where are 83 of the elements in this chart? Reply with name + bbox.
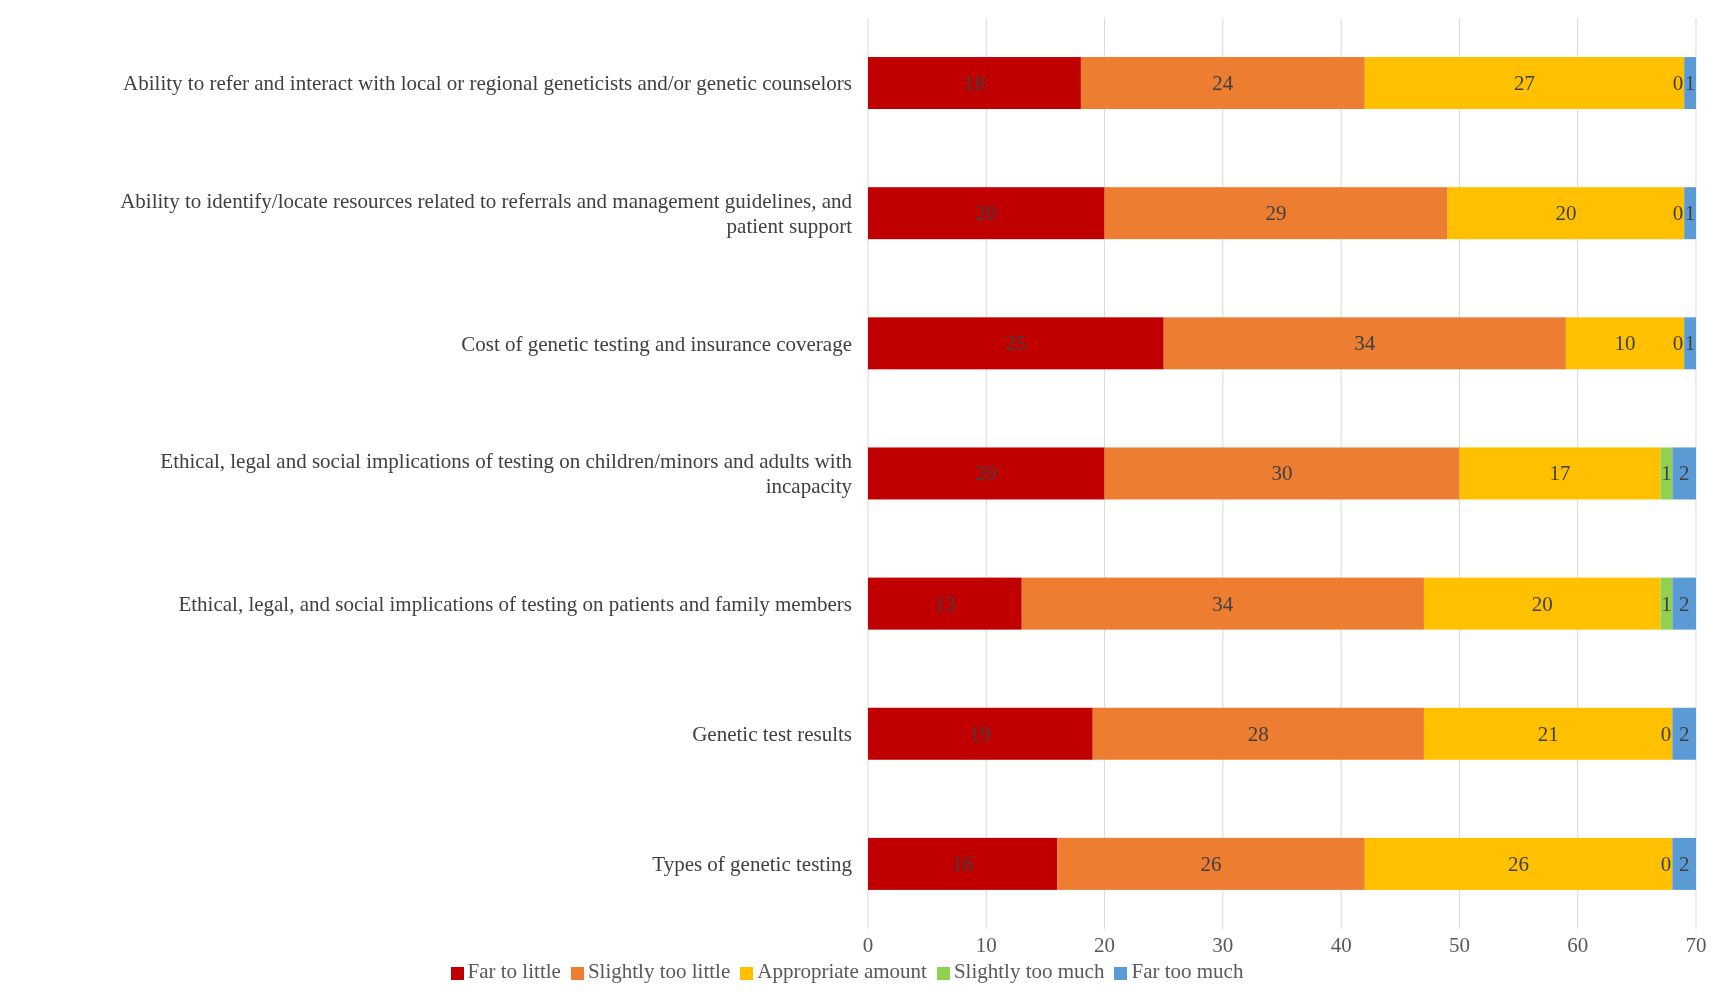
bar [1565, 317, 1685, 370]
y-tick-label: Types of genetic testing [652, 852, 853, 877]
x-tick-label: 30 [1212, 932, 1234, 957]
y-tick-label: Ethical, legal, and social implications of testing on patients and family members [178, 591, 852, 616]
bar [1459, 447, 1661, 500]
bar [1447, 187, 1685, 240]
data-label: 21 [1537, 721, 1559, 746]
data-label: 1 [1684, 331, 1696, 356]
bar [1423, 707, 1673, 760]
y-tick-label: Ability to refer and interact with local or regional geneticists and/or genetic counselors [123, 71, 852, 96]
legend-label: Far too much [1131, 959, 1244, 983]
data-label: 19 [969, 721, 991, 746]
data-label: 20 [975, 201, 997, 226]
bar [1080, 57, 1365, 110]
data-label: 20 [1531, 591, 1553, 616]
bar [1104, 187, 1448, 240]
data-label: 2 [1678, 591, 1690, 616]
bar [1684, 57, 1696, 110]
bar [868, 707, 1093, 760]
x-tick-label: 60 [1567, 932, 1589, 957]
data-label: 1 [1684, 201, 1696, 226]
bar [1684, 317, 1696, 370]
data-label: 18 [963, 71, 985, 96]
data-label: 0 [1672, 331, 1684, 356]
bar [1672, 837, 1696, 890]
bar [1672, 707, 1696, 760]
y-tick-label: Ethical, legal and social implications of testing on children/minors and adults with incapacity [160, 449, 853, 499]
bar [868, 577, 1022, 630]
bar [868, 57, 1081, 110]
bar [1672, 447, 1696, 500]
data-label: 1 [1684, 71, 1696, 96]
data-label: 0 [1660, 851, 1672, 876]
y-tick-label: Ability to identify/locate resources related to referrals and management guidelines, and patient support [120, 189, 853, 239]
data-label: 10 [1614, 331, 1636, 356]
x-tick-label: 10 [975, 932, 997, 957]
data-label: 25 [1005, 331, 1027, 356]
legend-label: Appropriate amount [757, 959, 927, 983]
data-label: 26 [1200, 851, 1222, 876]
data-label: 28 [1247, 721, 1269, 746]
x-tick-label: 70 [1685, 932, 1707, 957]
bar [1092, 707, 1424, 760]
bar [1104, 447, 1460, 500]
data-label: 1 [1661, 591, 1672, 616]
data-label: 2 [1678, 721, 1690, 746]
data-label: 29 [1265, 201, 1287, 226]
data-label: 26 [1508, 851, 1530, 876]
x-tick-label: 20 [1094, 932, 1116, 957]
bar [1057, 837, 1365, 890]
data-label: 0 [1672, 201, 1684, 226]
data-label: 1 [1661, 461, 1672, 486]
data-label: 24 [1212, 71, 1234, 96]
data-label: 2 [1678, 851, 1690, 876]
data-label: 30 [1271, 461, 1293, 486]
data-label: 13 [934, 591, 956, 616]
y-tick-label: Genetic test results [692, 722, 852, 747]
bar [1364, 57, 1685, 110]
data-label: 34 [1212, 591, 1234, 616]
legend-label: Far to little [467, 959, 561, 983]
data-label: 27 [1513, 71, 1535, 96]
bar [1163, 317, 1566, 370]
bar [868, 837, 1058, 890]
data-label: 34 [1354, 331, 1376, 356]
x-tick-label: 50 [1448, 932, 1470, 957]
bar [1364, 837, 1673, 890]
data-label: 20 [975, 461, 997, 486]
bar [1672, 577, 1696, 630]
bar [1423, 577, 1661, 630]
x-tick-label: 0 [862, 932, 874, 957]
bar [868, 317, 1164, 370]
data-label: 0 [1672, 71, 1684, 96]
y-tick-label: Cost of genetic testing and insurance coverage [461, 331, 852, 356]
x-tick-label: 40 [1330, 932, 1352, 957]
bar [1684, 187, 1696, 240]
bar [868, 187, 1105, 240]
bar [1021, 577, 1424, 630]
bar [868, 447, 1105, 500]
data-label: 17 [1549, 461, 1571, 486]
data-label: 20 [1555, 201, 1577, 226]
data-label: 0 [1660, 721, 1672, 746]
data-label: 16 [952, 851, 974, 876]
legend-label: Slightly too little [587, 959, 731, 983]
data-label: 2 [1678, 461, 1690, 486]
legend-label: Slightly too much [953, 959, 1105, 983]
